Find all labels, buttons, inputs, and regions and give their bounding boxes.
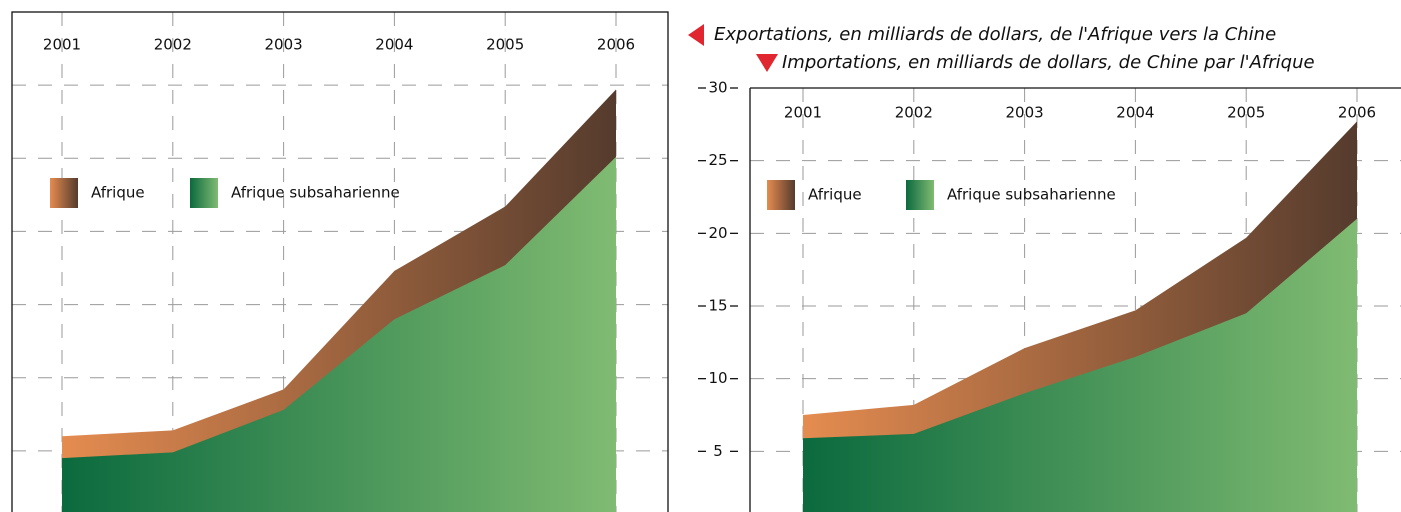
y-tick-label: 20: [708, 224, 727, 242]
x-tick-label: 2006: [1338, 104, 1376, 122]
frame: [11, 11, 669, 512]
x-tick-label: 2004: [1116, 104, 1154, 122]
x-tick-label: 2005: [1227, 104, 1265, 122]
x-tick-label: 2006: [597, 36, 635, 54]
y-tick-label: 10: [708, 369, 727, 387]
chart-title: Importations, en milliards de dollars, d…: [782, 52, 1315, 73]
legend-swatch: [190, 178, 218, 208]
y-tick-label: 25: [708, 151, 727, 169]
y-tick-label: 15: [708, 297, 727, 315]
x-tick-label: 2002: [154, 36, 192, 54]
legend-swatch: [767, 180, 795, 210]
x-tick-label: 2002: [895, 104, 933, 122]
y-tick-label: 30: [708, 79, 727, 97]
area: [62, 156, 616, 512]
title-marker: [688, 24, 704, 46]
y-tick-label: 5: [713, 442, 723, 460]
x-tick-label: 2001: [784, 104, 822, 122]
legend-label: Afrique subsaharienne: [231, 184, 400, 202]
legend-label: Afrique subsaharienne: [947, 186, 1116, 204]
x-tick-label: 2003: [265, 36, 303, 54]
legend-swatch: [50, 178, 78, 208]
chart-title: Exportations, en milliards de dollars, d…: [714, 24, 1276, 45]
x-tick-label: 2001: [43, 36, 81, 54]
legend-swatch: [906, 180, 934, 210]
x-tick-label: 2003: [1006, 104, 1044, 122]
legend-label: Afrique: [91, 184, 145, 202]
title-marker: [756, 54, 778, 72]
legend-label: Afrique: [808, 186, 862, 204]
x-tick-label: 2004: [375, 36, 413, 54]
x-tick-label: 2005: [486, 36, 524, 54]
area: [803, 218, 1357, 512]
